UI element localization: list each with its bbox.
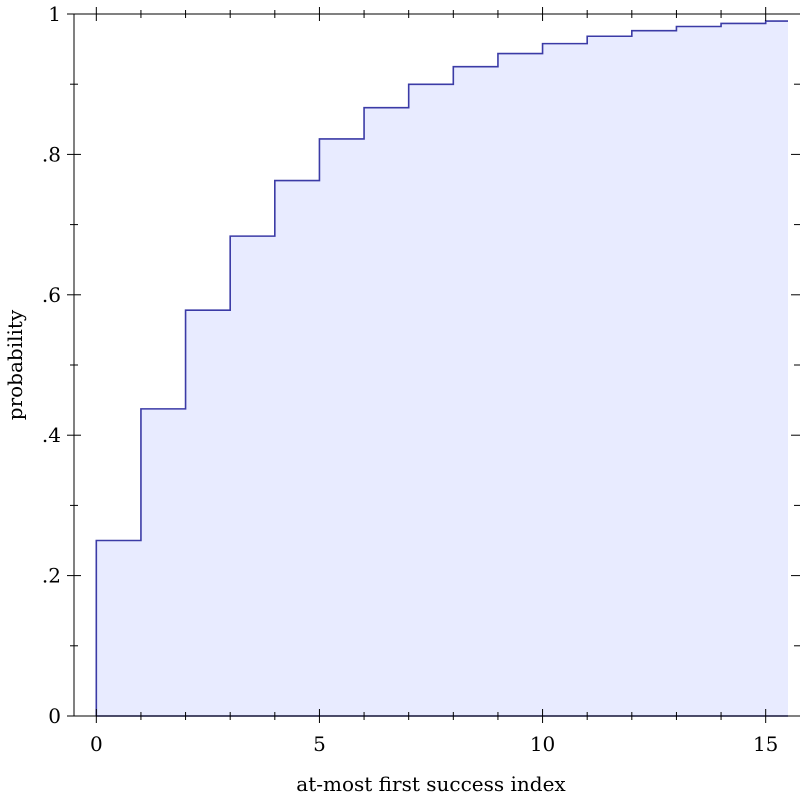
plot-area [95,20,788,717]
x-tick-label: 0 [90,732,103,756]
y-tick-label: .6 [42,283,61,307]
tick-labels: 0 5 10 15 0 .2 .4 .6 .8 1 [42,2,779,756]
x-tick-label: 15 [753,732,778,756]
x-axis-label: at-most first success index [296,772,566,796]
cdf-area-fill [96,21,788,716]
axes [67,7,800,723]
y-tick-label: .4 [42,423,61,447]
x-tick-label: 10 [530,732,555,756]
cdf-step-line [95,20,788,716]
x-tick-label: 5 [313,732,326,756]
y-tick-label: 0 [48,704,61,728]
y-tick-label: .8 [42,142,61,166]
y-tick-label: .2 [42,564,61,588]
y-axis-label: probability [3,309,27,420]
y-tick-label: 1 [48,2,61,26]
